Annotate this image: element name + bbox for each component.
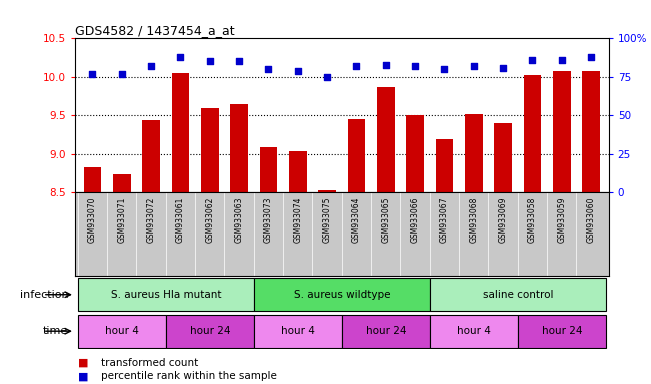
Point	[498, 65, 508, 71]
Point	[292, 68, 303, 74]
Bar	[436, 139, 453, 192]
Bar	[523, 75, 541, 192]
Text: GSM933075: GSM933075	[323, 196, 331, 243]
Point	[117, 71, 127, 77]
Point	[87, 71, 98, 77]
Point	[175, 54, 186, 60]
Bar	[78, 315, 166, 348]
Text: ■: ■	[78, 371, 89, 381]
Point	[204, 58, 215, 65]
Bar	[143, 120, 160, 192]
Bar	[465, 114, 482, 192]
Point	[322, 74, 332, 80]
Bar	[201, 108, 219, 192]
Point	[586, 54, 596, 60]
Point	[234, 58, 244, 65]
Text: GSM933063: GSM933063	[234, 196, 243, 243]
Bar	[166, 315, 254, 348]
Text: GSM933074: GSM933074	[294, 196, 302, 243]
Text: GSM933060: GSM933060	[587, 196, 596, 243]
Text: hour 4: hour 4	[281, 326, 314, 336]
Text: GSM933073: GSM933073	[264, 196, 273, 243]
Bar	[260, 147, 277, 192]
Text: transformed count: transformed count	[101, 358, 198, 368]
Bar	[494, 123, 512, 192]
Bar	[348, 119, 365, 192]
Text: ■: ■	[78, 358, 89, 368]
Point	[557, 57, 567, 63]
Bar	[78, 278, 254, 311]
Bar	[254, 278, 430, 311]
Point	[410, 63, 421, 69]
Bar	[342, 315, 430, 348]
Bar	[518, 315, 605, 348]
Text: saline control: saline control	[482, 290, 553, 300]
Bar	[254, 315, 342, 348]
Bar	[172, 73, 189, 192]
Text: S. aureus Hla mutant: S. aureus Hla mutant	[111, 290, 221, 300]
Point	[263, 66, 273, 72]
Text: infection: infection	[20, 290, 68, 300]
Text: hour 4: hour 4	[105, 326, 139, 336]
Text: GSM933067: GSM933067	[440, 196, 449, 243]
Bar	[377, 87, 395, 192]
Text: time: time	[43, 326, 68, 336]
Text: S. aureus wildtype: S. aureus wildtype	[294, 290, 390, 300]
Text: GDS4582 / 1437454_a_at: GDS4582 / 1437454_a_at	[75, 24, 234, 37]
Text: GSM933061: GSM933061	[176, 196, 185, 243]
Bar	[113, 174, 131, 192]
Text: hour 24: hour 24	[365, 326, 406, 336]
Text: hour 4: hour 4	[457, 326, 491, 336]
Point	[469, 63, 479, 69]
Text: percentile rank within the sample: percentile rank within the sample	[101, 371, 277, 381]
Text: GSM933065: GSM933065	[381, 196, 390, 243]
Text: GSM933066: GSM933066	[411, 196, 420, 243]
Text: GSM933068: GSM933068	[469, 196, 478, 243]
Bar	[430, 278, 605, 311]
Text: GSM933059: GSM933059	[557, 196, 566, 243]
Text: hour 24: hour 24	[189, 326, 230, 336]
Bar	[84, 167, 102, 192]
Point	[146, 63, 156, 69]
Point	[352, 63, 362, 69]
Bar	[406, 115, 424, 192]
Bar	[289, 151, 307, 192]
Bar	[553, 71, 570, 192]
Bar	[582, 71, 600, 192]
Bar	[230, 104, 248, 192]
Point	[527, 57, 538, 63]
Text: hour 24: hour 24	[542, 326, 582, 336]
Point	[439, 66, 450, 72]
Bar	[318, 190, 336, 192]
Text: GSM933058: GSM933058	[528, 196, 537, 243]
Text: GSM933070: GSM933070	[88, 196, 97, 243]
Point	[381, 61, 391, 68]
Text: GSM933064: GSM933064	[352, 196, 361, 243]
Bar	[430, 315, 518, 348]
Text: GSM933071: GSM933071	[117, 196, 126, 243]
Text: GSM933072: GSM933072	[146, 196, 156, 243]
Text: GSM933069: GSM933069	[499, 196, 508, 243]
Text: GSM933062: GSM933062	[205, 196, 214, 243]
